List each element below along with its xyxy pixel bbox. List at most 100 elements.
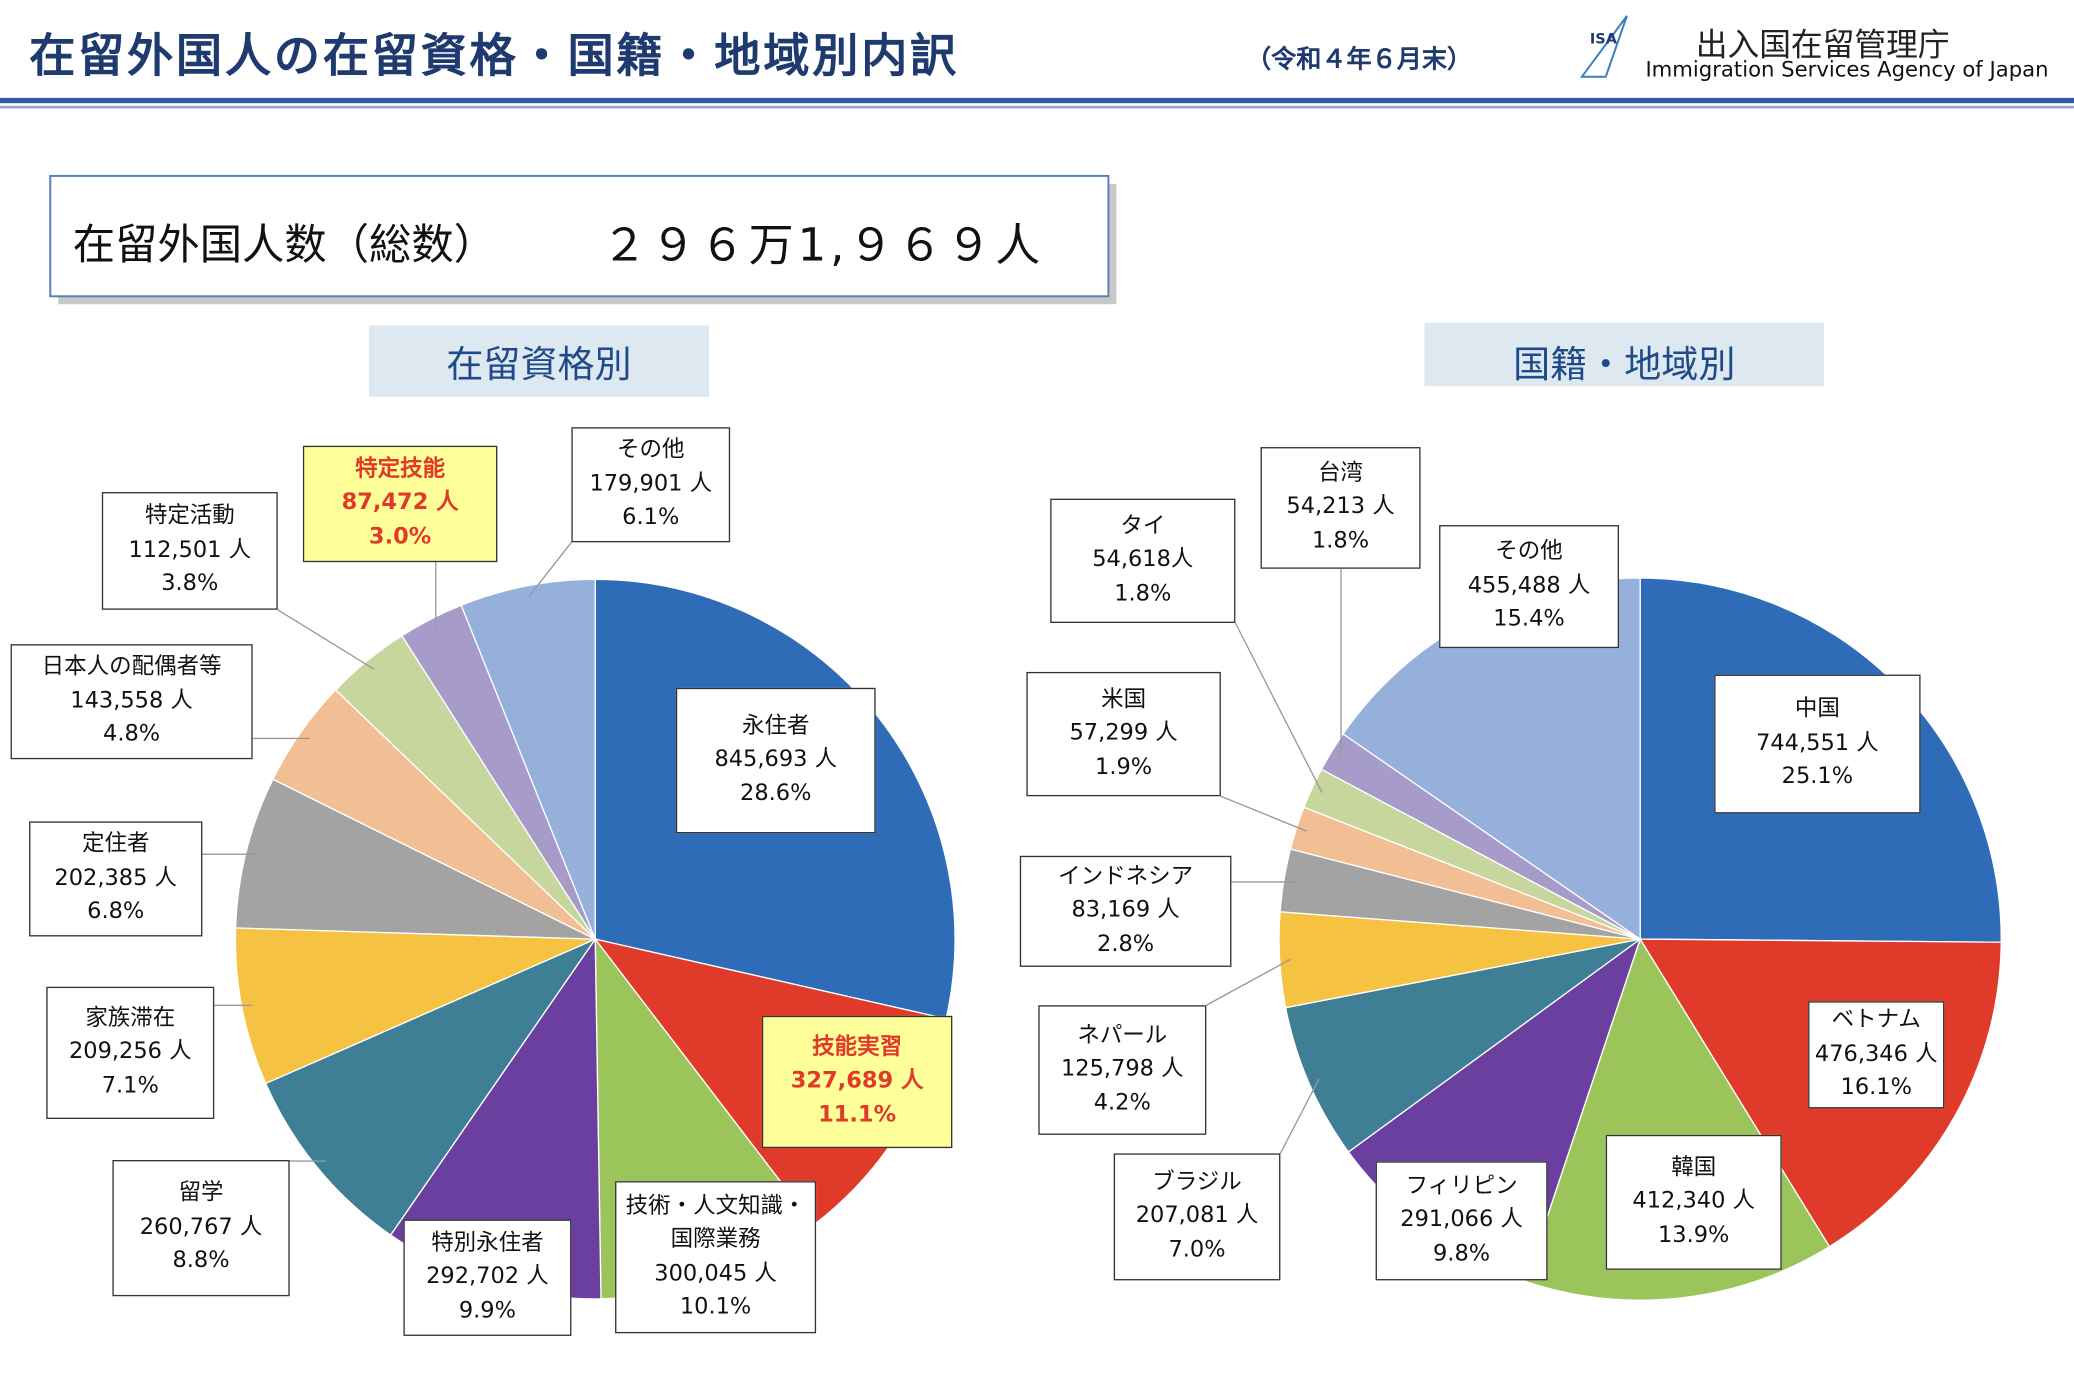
percent-label: 6.1% (622, 504, 680, 531)
data-label: ベトナム 476,346 人 16.1% (1808, 1001, 1945, 1109)
percent-label: 16.1% (1840, 1074, 1912, 1101)
category-label: 定住者 (82, 830, 150, 858)
value-label: 476,346 人 (1814, 1040, 1938, 1068)
leader-line (528, 541, 572, 597)
value-label: 327,689 人 (790, 1067, 924, 1095)
category-label: 台湾 (1318, 459, 1364, 487)
value-label: 291,066 人 (1400, 1206, 1523, 1234)
pie-slice (264, 937, 598, 1236)
data-label: 留学 260,767 人 8.8% (112, 1160, 290, 1297)
data-label: 技能実習 327,689 人 11.1% (761, 1015, 953, 1149)
leader-line (1220, 795, 1308, 832)
percent-label: 2.8% (1097, 930, 1155, 958)
pie-slice (234, 778, 596, 940)
subtitle-bg (1424, 322, 1825, 387)
pie-title: 国籍・地域別 (1513, 342, 1736, 387)
percent-label: 3.0% (368, 523, 432, 550)
data-label: ネパール 125,798 人 4.2% (1038, 1005, 1207, 1135)
value-label: 845,693 人 (714, 746, 838, 773)
value-label: 292,702 人 (426, 1263, 549, 1290)
total-label: 在留外国人数（総数） (72, 219, 497, 270)
percent-label: 13.9% (1657, 1221, 1730, 1249)
percent-label: 4.8% (103, 721, 161, 748)
data-label: 台湾 54,213 人 1.8% (1260, 447, 1421, 569)
data-label: 日本人の配偶者等 143,558 人 4.8% (10, 644, 253, 760)
percent-label: 11.1% (818, 1101, 897, 1128)
data-label: 韓国 412,340 人 13.9% (1605, 1134, 1782, 1270)
value-label: 54,213 人 (1286, 493, 1395, 521)
value-label: 300,045 人 (654, 1259, 777, 1287)
category-label: 韓国 (1671, 1154, 1717, 1181)
value-label: 179,901 人 (589, 470, 713, 498)
logo-mark (1579, 15, 1628, 78)
category-label: 中国 (1794, 696, 1840, 723)
category-label: 米国 (1101, 686, 1147, 713)
logo-text: ISA (1589, 30, 1618, 48)
category-label: ネパール (1077, 1022, 1168, 1049)
data-label: インドネシア 83,169 人 2.8% (1019, 855, 1232, 967)
category-label: 日本人の配偶者等 (41, 653, 222, 681)
category-label: 特定技能 (355, 456, 446, 483)
data-label: タイ 54,618人 1.8% (1050, 498, 1236, 623)
value-label: 202,385 人 (54, 864, 178, 892)
data-label: 特定技能 87,472 人 3.0% (302, 445, 498, 563)
category-label: ベトナム (1831, 1006, 1921, 1034)
agency-en: Immigration Services Agency of Japan (1645, 56, 2049, 83)
title: 在留外国人の在留資格・国籍・地域別内訳 (29, 30, 959, 84)
category-label: 特別永住者 (431, 1229, 544, 1257)
pie-slice (460, 578, 596, 940)
percent-label: 28.6% (740, 780, 812, 807)
value-label: 87,472 人 (341, 489, 459, 517)
total-value: ２９６万1,９６９人 (601, 219, 1045, 273)
value-label: 57,299 人 (1069, 719, 1178, 747)
value-label: 412,340 人 (1632, 1188, 1756, 1215)
category-label: ブラジル (1152, 1168, 1242, 1196)
percent-label: 9.8% (1433, 1240, 1491, 1267)
percent-label: 3.8% (161, 570, 219, 597)
category-label: 家族滞在 (85, 1004, 176, 1032)
pie-slice (1284, 938, 1641, 1153)
pie-title: 在留資格別 (446, 342, 632, 387)
category-label: 技能実習 (812, 1034, 903, 1061)
data-label: 永住者 845,693 人 28.6% (675, 687, 876, 834)
data-label: 特別永住者 292,702 人 9.9% (403, 1219, 572, 1336)
value-label: 260,767 人 (139, 1213, 263, 1241)
value-label: 54,618人 (1092, 546, 1194, 574)
data-label: 定住者 202,385 人 6.8% (29, 821, 203, 937)
category-label: 留学 (178, 1180, 224, 1207)
percent-label: 4.2% (1093, 1089, 1151, 1117)
leader-line (277, 609, 375, 670)
category-label: インドネシア (1058, 863, 1194, 890)
total-box (49, 174, 1110, 298)
category-label: フィリピン (1405, 1172, 1518, 1200)
value-label: 125,798 人 (1060, 1055, 1184, 1083)
date: （令和４年６月末） (1245, 44, 1473, 75)
header-rule (0, 97, 2074, 104)
value-label: 455,488 人 (1467, 572, 1591, 599)
leader-line (1234, 622, 1323, 793)
value-label: 209,256 人 (68, 1038, 192, 1066)
percent-label: 1.8% (1114, 580, 1172, 607)
percent-label: 7.0% (1168, 1236, 1226, 1263)
percent-label: 6.8% (87, 898, 145, 925)
category-label: タイ (1120, 512, 1166, 540)
percent-label: 9.9% (458, 1297, 516, 1324)
leader-line (1279, 1078, 1320, 1154)
agency-ja: 出入国在留管理庁 (1695, 26, 1950, 64)
data-label: 米国 57,299 人 1.9% (1026, 671, 1221, 797)
value-label: 744,551 人 (1756, 729, 1879, 757)
percent-label: 1.9% (1095, 753, 1153, 781)
value-label: 112,501 人 (128, 536, 252, 564)
data-label: 中国 744,551 人 25.1% (1714, 674, 1921, 814)
category-label: 永住者 (742, 712, 810, 740)
value-label: 207,081 人 (1135, 1202, 1259, 1230)
category-label: その他 (617, 436, 685, 464)
data-label: その他 455,488 人 15.4% (1439, 525, 1619, 649)
category-label: 特定活動 (144, 502, 235, 530)
percent-label: 15.4% (1493, 606, 1565, 633)
category-label: 技術・人文知識・国際業務 (625, 1192, 806, 1253)
header-rule (0, 105, 2074, 109)
percent-label: 10.1% (679, 1293, 752, 1321)
percent-label: 1.8% (1311, 527, 1370, 554)
data-label: その他 179,901 人 6.1% (571, 427, 731, 543)
